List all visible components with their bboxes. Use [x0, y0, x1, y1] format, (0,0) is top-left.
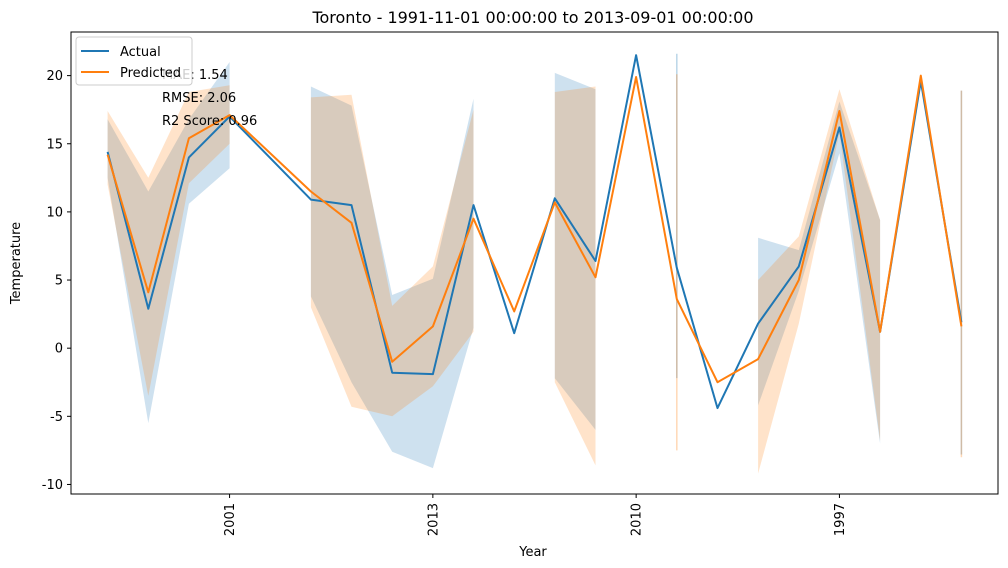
y-tick-label: 10 [46, 205, 63, 220]
y-tick-label: 15 [46, 137, 63, 152]
y-axis-label: Temperature [9, 222, 24, 305]
axes-frame [70, 31, 999, 495]
legend: Actual Predicted [75, 36, 193, 86]
x-tick-label: 2010 [630, 503, 645, 536]
legend-label-predicted: Predicted [120, 66, 181, 81]
band-actual-0 [107, 62, 230, 424]
x-tick-label: 1997 [833, 503, 848, 536]
band-actual-2 [554, 72, 596, 430]
legend-label-actual: Actual [120, 45, 161, 60]
axis-ticks: -10 -5 0 5 10 15 20 2001 2013 2010 1997 [42, 69, 848, 536]
y-tick-label: 0 [55, 342, 63, 357]
series-line-actual [106, 54, 963, 410]
band-predicted-2 [554, 86, 596, 466]
x-tick-label: 2001 [223, 503, 238, 536]
metric-annotation: RMSE: 2.06 [162, 91, 236, 106]
y-tick-label: -5 [50, 410, 63, 425]
chart-title: Toronto - 1991-11-01 00:00:00 to 2013-09… [311, 8, 753, 27]
band-actual-4 [758, 101, 881, 444]
metric-annotation: R2 Score: 0.96 [162, 114, 257, 129]
x-tick-label: 2013 [426, 503, 441, 536]
plot-area [106, 53, 963, 474]
y-tick-label: 20 [46, 69, 63, 84]
band-predicted-1 [310, 94, 474, 417]
x-axis-label: Year [518, 545, 547, 560]
band-predicted-4 [758, 89, 881, 474]
y-tick-label: -10 [42, 478, 63, 493]
band-predicted-0 [107, 85, 230, 396]
series-line-predicted [106, 74, 963, 384]
y-tick-label: 5 [55, 274, 63, 289]
